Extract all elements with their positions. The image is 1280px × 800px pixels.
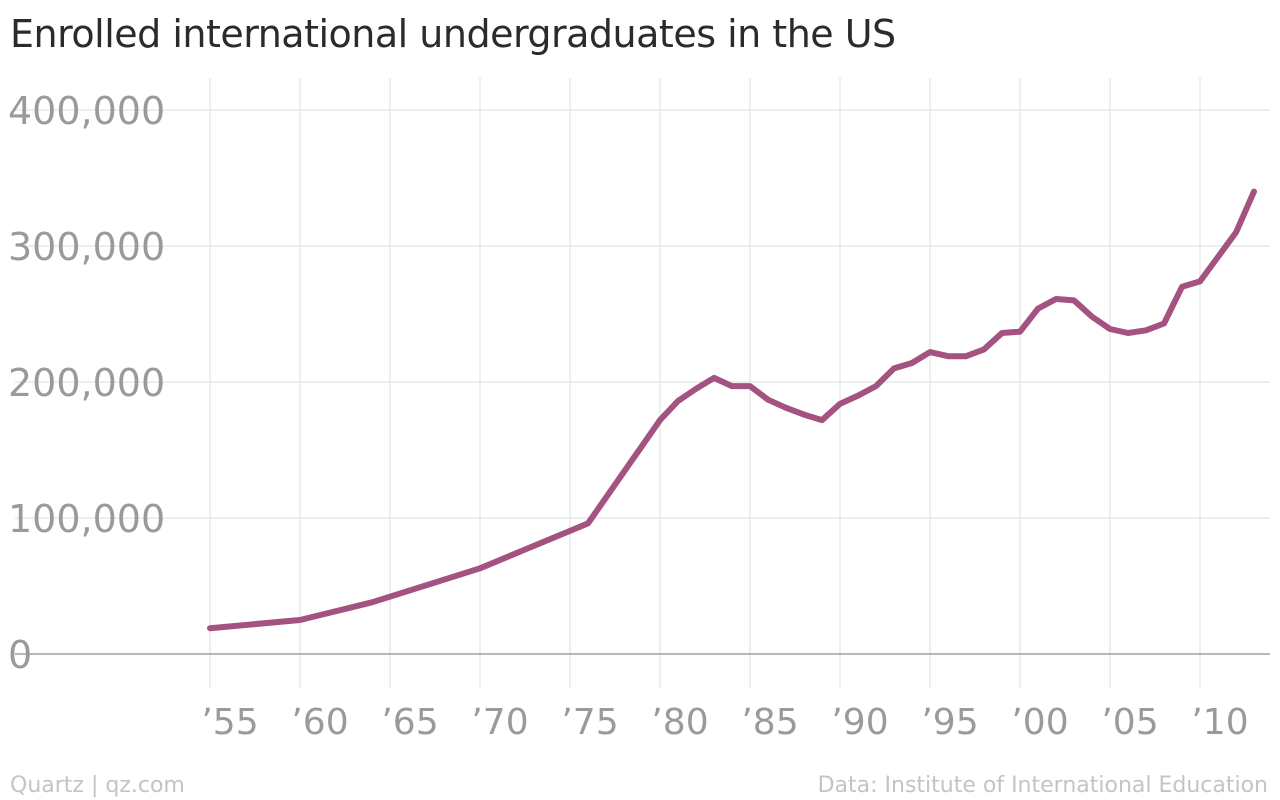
x-tick-label: ’80 xyxy=(651,702,708,743)
footer-credit: Quartz | qz.com xyxy=(10,773,185,798)
x-tick-label: ’65 xyxy=(381,702,438,743)
tick-labels: 0 100,000 200,000 300,000 400,000 ’55 ’60 ’65 ’7… xyxy=(8,89,1249,743)
footer-source: Data: Institute of International Educati… xyxy=(817,773,1268,798)
x-tick-label: ’95 xyxy=(921,702,978,743)
x-tick-label: ’90 xyxy=(831,702,888,743)
gridlines xyxy=(15,78,1270,688)
series-line xyxy=(207,188,1257,632)
series-layer xyxy=(207,188,1257,632)
y-tick-label: 400,000 xyxy=(8,89,165,133)
x-tick-label: ’85 xyxy=(741,702,798,743)
y-tick-label: 0 xyxy=(8,633,32,677)
y-tick-label: 200,000 xyxy=(8,361,165,405)
x-tick-label: ’60 xyxy=(291,702,348,743)
x-tick-label: ’75 xyxy=(561,702,618,743)
x-tick-label: ’10 xyxy=(1191,702,1248,743)
y-tick-label: 300,000 xyxy=(8,225,165,269)
x-tick-label: ’70 xyxy=(471,702,528,743)
y-tick-label: 100,000 xyxy=(8,497,165,541)
x-tick-label: ’05 xyxy=(1101,702,1158,743)
x-tick-label: ’55 xyxy=(201,702,258,743)
x-tick-label: ’00 xyxy=(1011,702,1068,743)
chart-title: Enrolled international undergraduates in… xyxy=(10,12,896,56)
